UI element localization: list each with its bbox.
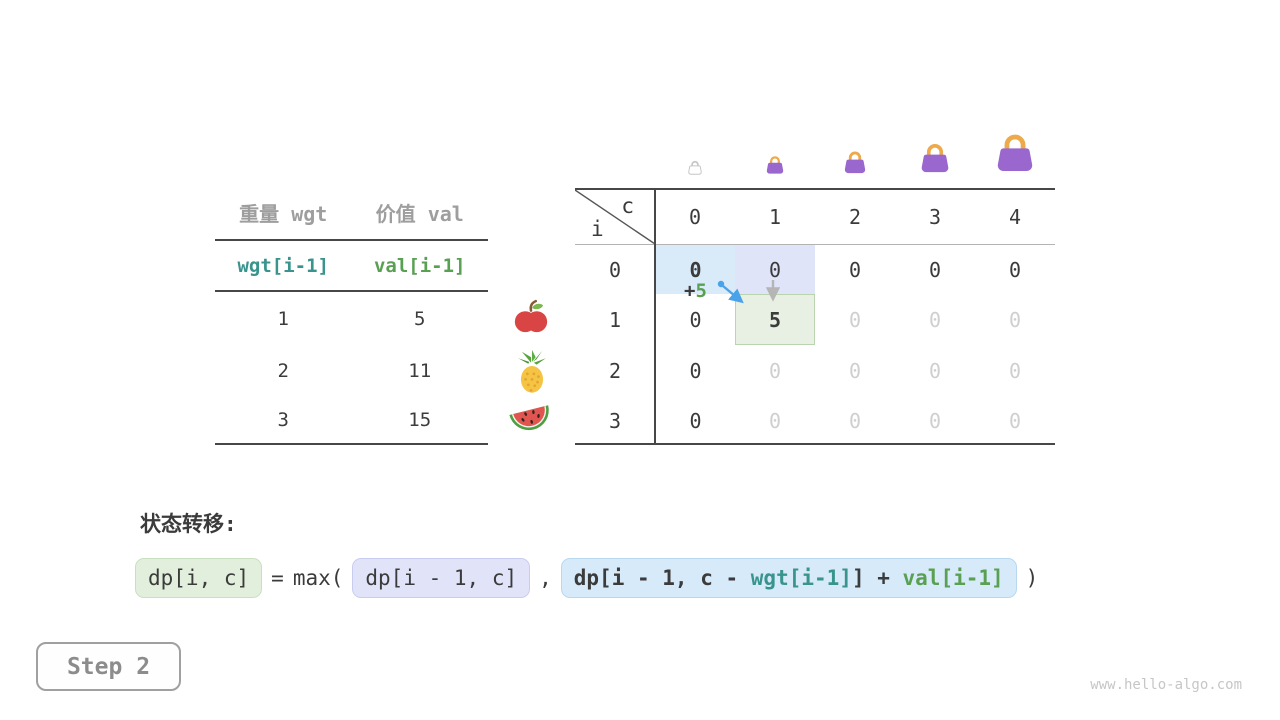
step-button[interactable]: Step 2 — [36, 642, 181, 691]
bag-slot — [993, 132, 1037, 176]
divider — [215, 239, 488, 241]
dp-row-header-0: 0 — [608, 257, 622, 282]
bag-slot — [687, 160, 703, 176]
bag-icon — [766, 156, 784, 174]
pineapple-icon — [518, 349, 546, 393]
divider — [575, 188, 1055, 190]
transition-formula: dp[i, c] = max( dp[i - 1, c] , dp[i - 1,… — [135, 558, 1038, 598]
corner-col-var: c — [621, 194, 634, 218]
item-weight: 3 — [277, 408, 289, 431]
dp-cell-2-2: 0 — [848, 358, 862, 383]
formula-part: ] + — [851, 566, 903, 590]
max-open: max( — [292, 566, 344, 590]
value-formula-label: val[i-1] — [373, 254, 466, 277]
corner-row-var: i — [591, 217, 604, 241]
dp-col-header-4: 4 — [1008, 205, 1022, 229]
bag-slot — [765, 155, 786, 176]
formula-skip-box: dp[i - 1, c] — [352, 558, 531, 598]
item-row: 2 11 — [215, 345, 488, 396]
dp-cell-0-1: 0 — [735, 245, 815, 294]
diagonal-line — [575, 190, 655, 244]
divider — [215, 443, 488, 445]
dp-col-header-2: 2 — [848, 205, 862, 229]
fruit-slot — [512, 299, 550, 337]
equals-sign: = — [271, 566, 284, 590]
dp-cell-3-2: 0 — [848, 408, 862, 433]
dp-cell-1-4: 0 — [1008, 307, 1022, 332]
bag-slot — [842, 150, 868, 176]
dp-cell-0-4: 0 — [1008, 257, 1022, 282]
item-rows: 1 5 2 11 3 15 — [215, 292, 488, 443]
fruit-slot — [504, 396, 556, 439]
value-column-header: 价值 val — [375, 201, 464, 226]
gain-annotation: +5 — [684, 282, 707, 301]
dp-col-header-0: 0 — [688, 205, 702, 229]
dp-cell-2-0: 0 — [689, 358, 702, 383]
dp-cell-3-1: 0 — [768, 408, 782, 433]
dp-cell-0-0: 0 — [656, 245, 735, 294]
dp-cell-2-1: 0 — [768, 358, 782, 383]
dp-cell-1-1: 5 — [735, 294, 815, 345]
item-weight: 2 — [277, 359, 289, 382]
item-table-header: 重量 wgt 价值 val — [215, 185, 488, 239]
divider — [575, 244, 1055, 245]
dp-cell-3-0: 0 — [689, 408, 702, 433]
item-value: 11 — [408, 359, 432, 382]
close-paren: ) — [1025, 566, 1039, 590]
dp-cell-3-4: 0 — [1008, 408, 1022, 433]
formula-lhs-box: dp[i, c] — [135, 558, 263, 598]
dp-cell-0-3: 0 — [928, 257, 942, 282]
dp-cell-3-3: 0 — [928, 408, 942, 433]
item-table: 重量 wgt 价值 val wgt[i-1] val[i-1] 1 5 2 11 3 15 — [215, 185, 488, 445]
plus-sign: + — [684, 280, 696, 302]
formula-part: wgt[i-1] — [750, 566, 852, 590]
weight-formula-label: wgt[i-1] — [237, 254, 329, 277]
weight-column-header: 重量 wgt — [239, 201, 328, 226]
dp-cell-1-2: 0 — [848, 307, 862, 332]
fruit-slot — [509, 349, 555, 395]
dp-column-headers: 0 1 2 3 4 — [655, 190, 1055, 244]
dp-col-header-3: 3 — [928, 205, 942, 229]
watermark: www.hello-algo.com — [1090, 677, 1242, 693]
gain-value: 5 — [695, 280, 707, 302]
capacity-bags — [655, 124, 1055, 182]
dp-cell-2-3: 0 — [928, 358, 942, 383]
item-table-formula-row: wgt[i-1] val[i-1] — [215, 241, 488, 290]
divider — [575, 443, 1055, 445]
formula-take-box: dp[i - 1, c - wgt[i-1]] + val[i-1] — [560, 558, 1017, 598]
bag-icon — [921, 144, 949, 173]
bag-icon — [688, 161, 702, 175]
dp-cell-0-2: 0 — [848, 257, 862, 282]
dp-corner-cell: c i — [575, 190, 655, 244]
item-weight: 1 — [277, 307, 289, 330]
watermelon-icon — [509, 405, 549, 431]
comma: , — [539, 566, 552, 590]
dp-cell-2-4: 0 — [1008, 358, 1022, 383]
item-row: 3 15 — [215, 396, 488, 443]
divider — [215, 290, 488, 292]
dp-row-headers: 0 1 2 3 — [575, 245, 655, 445]
item-value: 15 — [408, 408, 432, 431]
dp-cell-1-3: 0 — [928, 307, 942, 332]
dp-row-header-1: 1 — [608, 307, 622, 332]
dp-row-header-2: 2 — [608, 358, 622, 383]
divider — [654, 188, 656, 445]
formula-part: dp[i - 1, c - — [573, 566, 751, 590]
dp-row-header-3: 3 — [608, 408, 622, 433]
formula-part: val[i-1] — [902, 566, 1004, 590]
dp-col-header-1: 1 — [768, 205, 782, 229]
bag-slot — [918, 142, 952, 176]
dp-cell-1-0: 0 — [689, 307, 702, 332]
apple-icon — [514, 299, 548, 333]
bag-icon — [997, 134, 1033, 172]
transition-heading: 状态转移: — [140, 512, 237, 536]
item-value: 5 — [414, 307, 426, 330]
bag-icon — [844, 151, 866, 174]
